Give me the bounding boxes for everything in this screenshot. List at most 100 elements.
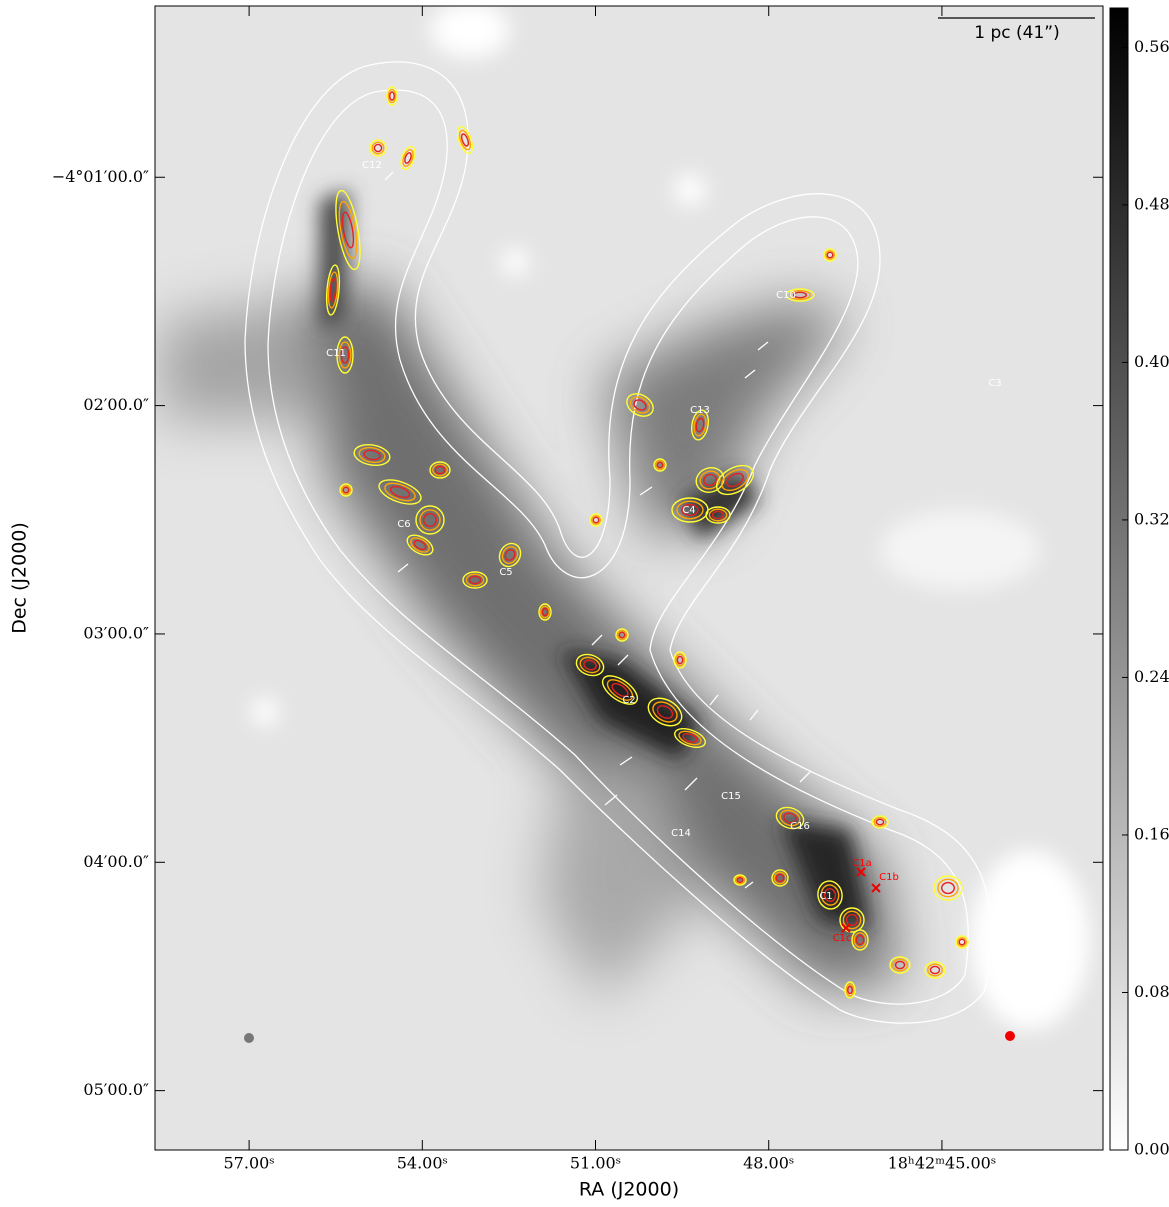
contour [633, 399, 647, 411]
contour [378, 479, 422, 505]
contour [676, 500, 704, 520]
contour [340, 484, 352, 496]
y-tick-label: −4°01′00.0″ [52, 167, 149, 186]
contour [929, 965, 941, 975]
contour [338, 341, 352, 369]
contour [681, 503, 699, 517]
contour [721, 468, 749, 492]
annotation: C15 [721, 791, 741, 802]
contour [616, 629, 628, 641]
contour [875, 818, 885, 826]
contour [465, 573, 485, 587]
contour [736, 877, 744, 883]
contour [434, 465, 446, 475]
contour [733, 874, 747, 886]
contour [340, 346, 350, 364]
contour [504, 549, 516, 561]
annotation: C12 [362, 160, 382, 171]
contour [771, 869, 789, 887]
contour [775, 806, 805, 830]
contour [384, 482, 416, 502]
contour [695, 467, 725, 493]
contour [429, 461, 451, 479]
contour [647, 697, 683, 727]
colorbar-tick-label: 0.16 [1134, 824, 1169, 843]
x-tick-label: 18ʰ42ᵐ45.00ˢ [888, 1154, 997, 1173]
contour [404, 152, 412, 164]
colorbar-tick-label: 0.24 [1134, 667, 1169, 686]
contour [329, 278, 337, 302]
contour [708, 508, 728, 522]
contour [539, 605, 551, 619]
contour [773, 871, 787, 885]
contour [389, 91, 395, 101]
contour [327, 271, 339, 309]
contour [789, 289, 811, 301]
contour [369, 139, 387, 157]
annotation: C11 [326, 348, 346, 359]
contour [927, 963, 943, 977]
contour [933, 875, 963, 901]
contour [358, 446, 386, 464]
colorbar [1109, 7, 1129, 1151]
contour [853, 932, 867, 948]
contour [711, 510, 725, 520]
contour [654, 459, 666, 471]
y-tick-label: 04′00.0″ [83, 852, 149, 871]
annotation: C3 [988, 378, 1001, 389]
contour [339, 483, 353, 497]
contour [468, 575, 482, 585]
annotation: C4 [682, 505, 695, 516]
beam [1005, 1031, 1015, 1041]
x-axis-label: RA (J2000) [579, 1179, 679, 1201]
contour [579, 656, 601, 674]
scale-bar-label: 1 pc (41”) [974, 23, 1059, 43]
contour [817, 880, 843, 910]
contour [693, 413, 707, 437]
contour [325, 264, 341, 316]
contour [703, 473, 717, 487]
contour [653, 458, 667, 472]
x-tick-label: 51.00ˢ [570, 1154, 621, 1173]
contour [674, 728, 706, 748]
contour [695, 417, 705, 433]
contour [335, 189, 361, 271]
annotation: C13 [690, 405, 710, 416]
contour [793, 291, 808, 299]
contour [937, 878, 959, 898]
contour [462, 571, 488, 589]
contour [958, 938, 966, 946]
contour [400, 145, 416, 171]
contour [410, 537, 430, 553]
contour [538, 603, 552, 621]
contour [386, 86, 398, 106]
contour [415, 505, 445, 535]
contour [652, 701, 678, 723]
contour [847, 985, 853, 995]
contour [611, 682, 629, 698]
contour [656, 705, 674, 719]
y-tick-label: 05′00.0″ [83, 1080, 149, 1099]
contour [873, 816, 887, 828]
contour [541, 607, 549, 617]
colorbar-tick-label: 0.00 [1134, 1140, 1169, 1159]
contour [823, 888, 837, 902]
annotation: C1a [852, 858, 871, 869]
contour [705, 506, 731, 524]
colorbar-tick-label: 0.40 [1134, 352, 1169, 371]
contour [615, 628, 629, 642]
contour [823, 248, 837, 262]
contour [924, 961, 946, 979]
contour [387, 88, 397, 104]
contour [775, 873, 785, 883]
annotation: C14 [671, 828, 691, 839]
annotation: C6 [397, 519, 410, 530]
contour [590, 514, 602, 526]
colorbar-tick-label: 0.08 [1134, 982, 1169, 1001]
colorbar-tick-label: 0.48 [1134, 194, 1169, 213]
contour [423, 513, 438, 528]
x-tick-label: 57.00ˢ [224, 1154, 275, 1173]
contour [673, 651, 687, 669]
contour [618, 631, 626, 639]
